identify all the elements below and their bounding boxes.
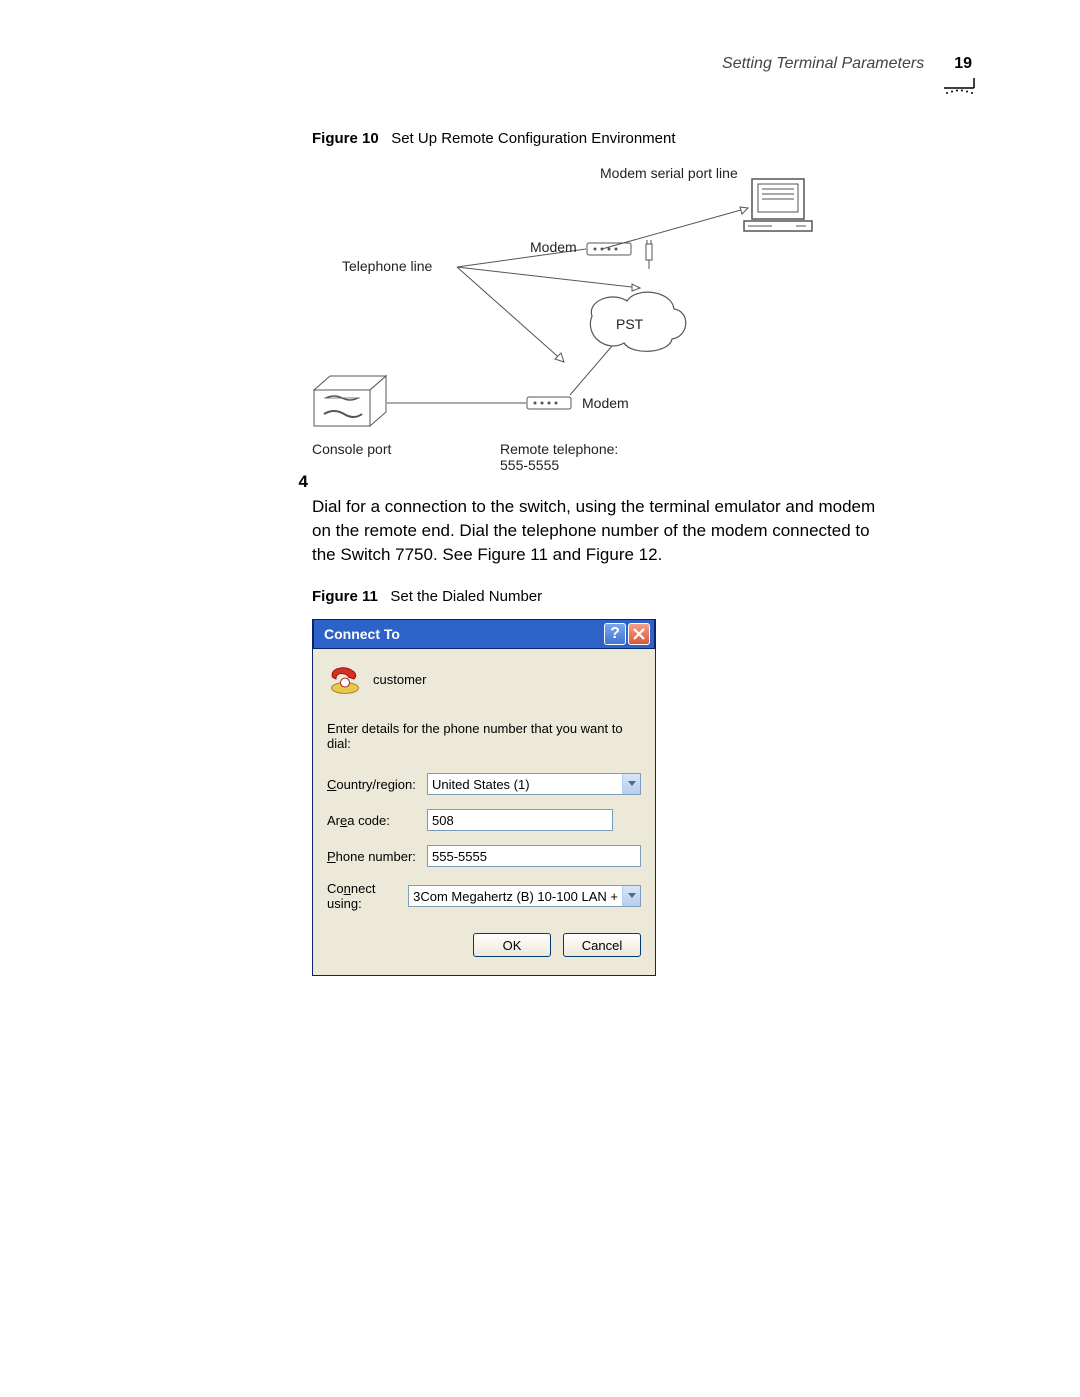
figure-10-diagram: Modem serial port line Modem Telephone l… xyxy=(312,161,872,481)
dialog-title: Connect To xyxy=(324,626,602,642)
area-code-label: Area code: xyxy=(327,813,427,828)
diagram-telephone-line-label: Telephone line xyxy=(342,258,432,274)
help-button[interactable]: ? xyxy=(604,623,626,645)
diagram-remote-tel-number: 555-5555 xyxy=(500,457,559,473)
chevron-down-icon xyxy=(622,886,640,906)
phone-number-label: Phone number: xyxy=(327,849,427,864)
diagram-svg xyxy=(312,161,872,481)
connect-using-row: Connect using: 3Com Megahertz (B) 10-100… xyxy=(327,881,641,911)
step-4-number: 4 xyxy=(290,472,308,492)
country-region-label: Country/region: xyxy=(327,777,427,792)
figure-10-caption: Figure 10 Set Up Remote Configuration En… xyxy=(312,130,892,147)
close-icon xyxy=(633,628,645,640)
diagram-console-port-label: Console port xyxy=(312,441,391,457)
connect-to-dialog: Connect To ? customer xyxy=(312,619,656,976)
figure-11-caption-text: Set the Dialed Number xyxy=(390,588,542,605)
country-region-select[interactable]: United States (1) xyxy=(427,773,641,795)
connect-using-value: 3Com Megahertz (B) 10-100 LAN + xyxy=(409,889,622,904)
connection-name: customer xyxy=(373,672,426,687)
step-4-text: Dial for a connection to the switch, usi… xyxy=(312,495,892,566)
country-region-value: United States (1) xyxy=(428,777,622,792)
page-header: Setting Terminal Parameters 19 xyxy=(722,55,972,73)
phone-number-row: Phone number: xyxy=(327,845,641,867)
figure-10-label: Figure 10 xyxy=(312,130,379,147)
dialog-titlebar[interactable]: Connect To ? xyxy=(313,619,655,649)
figure-11-label: Figure 11 xyxy=(312,588,378,605)
content-area: Figure 10 Set Up Remote Configuration En… xyxy=(312,118,892,976)
page: Setting Terminal Parameters 19 Figure 10… xyxy=(0,0,1080,1397)
connection-name-row: customer xyxy=(327,661,641,697)
figure-11-caption: Figure 11 Set the Dialed Number xyxy=(312,588,892,605)
phone-number-input[interactable] xyxy=(427,845,641,867)
diagram-pst-label: PST xyxy=(616,316,643,332)
country-region-row: Country/region: United States (1) xyxy=(327,773,641,795)
connect-using-label: Connect using: xyxy=(327,881,408,911)
connect-using-select[interactable]: 3Com Megahertz (B) 10-100 LAN + xyxy=(408,885,641,907)
area-code-row: Area code: xyxy=(327,809,641,831)
area-code-input[interactable] xyxy=(427,809,613,831)
dialog-body: customer Enter details for the phone num… xyxy=(313,649,655,975)
header-decoration xyxy=(944,78,976,96)
header-page-number: 19 xyxy=(954,55,972,73)
dialog-instruction: Enter details for the phone number that … xyxy=(327,721,641,751)
close-button[interactable] xyxy=(628,623,650,645)
figure-10-caption-text: Set Up Remote Configuration Environment xyxy=(391,130,675,147)
header-section-title: Setting Terminal Parameters xyxy=(722,55,924,73)
cancel-button[interactable]: Cancel xyxy=(563,933,641,957)
phone-icon xyxy=(327,661,363,697)
diagram-modem-label-1: Modem xyxy=(530,239,577,255)
chevron-down-icon xyxy=(622,774,640,794)
dialog-button-row: OK Cancel xyxy=(327,933,641,957)
diagram-modem-label-2: Modem xyxy=(582,395,629,411)
diagram-remote-tel-label: Remote telephone: xyxy=(500,441,618,457)
ok-button[interactable]: OK xyxy=(473,933,551,957)
diagram-modem-serial-label: Modem serial port line xyxy=(600,165,738,181)
